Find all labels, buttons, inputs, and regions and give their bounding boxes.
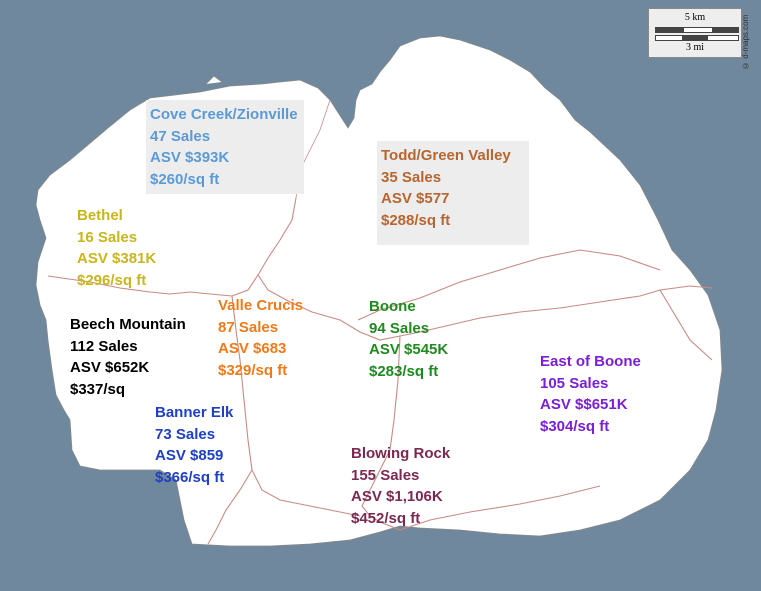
region-sales: 35 Sales <box>381 168 442 186</box>
region-price-per-sqft: $329/sq ft <box>218 361 288 379</box>
region-price-per-sqft: $304/sq ft <box>540 417 610 435</box>
region-price-per-sqft: $337/sq <box>70 380 126 398</box>
road <box>659 289 713 361</box>
region-asv: ASV $577 <box>381 190 450 207</box>
region-asv: ASV $381K <box>77 250 157 267</box>
region-label-boone: Boone 94 Sales ASV $545K $283/sq ft <box>369 296 448 382</box>
region-asv: ASV $1,106K <box>351 488 443 505</box>
region-price-per-sqft: $283/sq ft <box>369 362 439 380</box>
region-label-banner-elk: Banner Elk 73 Sales ASV $859 $366/sq ft <box>155 402 233 488</box>
region-label-cove-creek: Cove Creek/Zionville 47 Sales ASV $393K … <box>146 100 304 194</box>
scale-km-label: 5 km <box>684 12 706 23</box>
region-sales: 16 Sales <box>77 228 138 246</box>
region-asv: ASV $393K <box>150 149 230 166</box>
region-name: Banner Elk <box>155 404 234 421</box>
region-label-bethel: Bethel 16 Sales ASV $381K $296/sq ft <box>77 205 156 291</box>
region-asv: ASV $$651K <box>540 396 628 413</box>
region-asv: ASV $859 <box>155 447 224 464</box>
road <box>231 295 361 517</box>
road <box>257 274 713 341</box>
region-sales: 87 Sales <box>218 318 279 336</box>
road-network <box>47 197 713 545</box>
road <box>207 469 253 545</box>
region-sales: 155 Sales <box>351 466 420 484</box>
region-price-per-sqft: $296/sq ft <box>77 271 147 289</box>
region-name: Valle Crucis <box>218 297 304 314</box>
road <box>399 485 601 531</box>
region-name: Bethel <box>77 207 123 224</box>
region-name: Todd/Green Valley <box>381 147 511 164</box>
region-price-per-sqft: $260/sq ft <box>150 170 220 188</box>
region-price-per-sqft: $452/sq ft <box>351 509 421 527</box>
region-price-per-sqft: $288/sq ft <box>381 211 451 229</box>
region-asv: ASV $652K <box>70 359 150 376</box>
region-label-blowing-rock: Blowing Rock 155 Sales ASV $1,106K $452/… <box>351 443 450 529</box>
scale-bar: 5 km 3 mi <box>648 8 742 58</box>
region-name: Boone <box>369 298 416 315</box>
road <box>47 197 297 297</box>
region-price-per-sqft: $366/sq ft <box>155 468 225 486</box>
region-name: Beech Mountain <box>70 316 186 333</box>
region-sales: 47 Sales <box>150 127 211 145</box>
map-credit: © d-maps.com <box>741 14 750 70</box>
road <box>361 335 401 531</box>
region-sales: 94 Sales <box>369 319 430 337</box>
region-label-east-of-boone: East of Boone 105 Sales ASV $$651K $304/… <box>540 351 641 437</box>
region-label-beech-mountain: Beech Mountain 112 Sales ASV $652K $337/… <box>68 314 190 404</box>
scale-mi-bar <box>655 35 739 41</box>
region-name: Cove Creek/Zionville <box>150 106 298 123</box>
scale-km-bar <box>655 27 739 33</box>
region-name: East of Boone <box>540 353 641 370</box>
region-sales: 105 Sales <box>540 374 609 392</box>
coast-detail <box>205 75 223 85</box>
road <box>357 249 661 321</box>
scale-mi-label: 3 mi <box>685 42 705 53</box>
region-asv: ASV $545K <box>369 341 449 358</box>
region-label-todd: Todd/Green Valley 35 Sales ASV $577 $288… <box>377 141 529 245</box>
region-name: Blowing Rock <box>351 445 451 462</box>
region-sales: 73 Sales <box>155 425 216 443</box>
region-label-valle-crucis: Valle Crucis 87 Sales ASV $683 $329/sq f… <box>218 295 303 381</box>
region-sales: 112 Sales <box>70 337 138 355</box>
region-asv: ASV $683 <box>218 340 287 357</box>
